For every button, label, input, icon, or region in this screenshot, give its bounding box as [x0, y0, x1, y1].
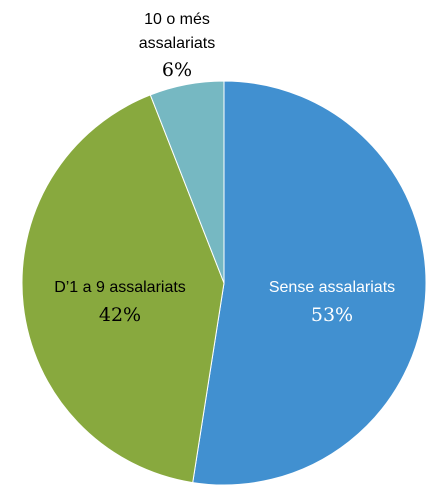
- slice-label-10-o-mes-line1: 10 o més: [144, 11, 210, 28]
- slice-label-sense-assalariats: Sense assalariats: [269, 279, 395, 296]
- pie-slices: [21, 80, 426, 486]
- slice-sense-assalariats: [192, 80, 426, 486]
- slice-label-d1-a-9-assalariats: D’1 a 9 assalariats: [54, 279, 186, 296]
- slice-value-10-o-mes: 6%: [162, 59, 192, 81]
- pie-labels: Sense assalariats 53% D’1 a 9 assalariat…: [54, 11, 395, 326]
- slice-10-o-mes-assalariats: [149, 80, 225, 284]
- slice-d1-a-9-assalariats: [21, 94, 225, 484]
- slice-value-d1-a-9-assalariats: 42%: [99, 304, 141, 326]
- slice-label-10-o-mes-line2: assalariats: [139, 35, 215, 52]
- slice-value-sense-assalariats: 53%: [311, 304, 353, 326]
